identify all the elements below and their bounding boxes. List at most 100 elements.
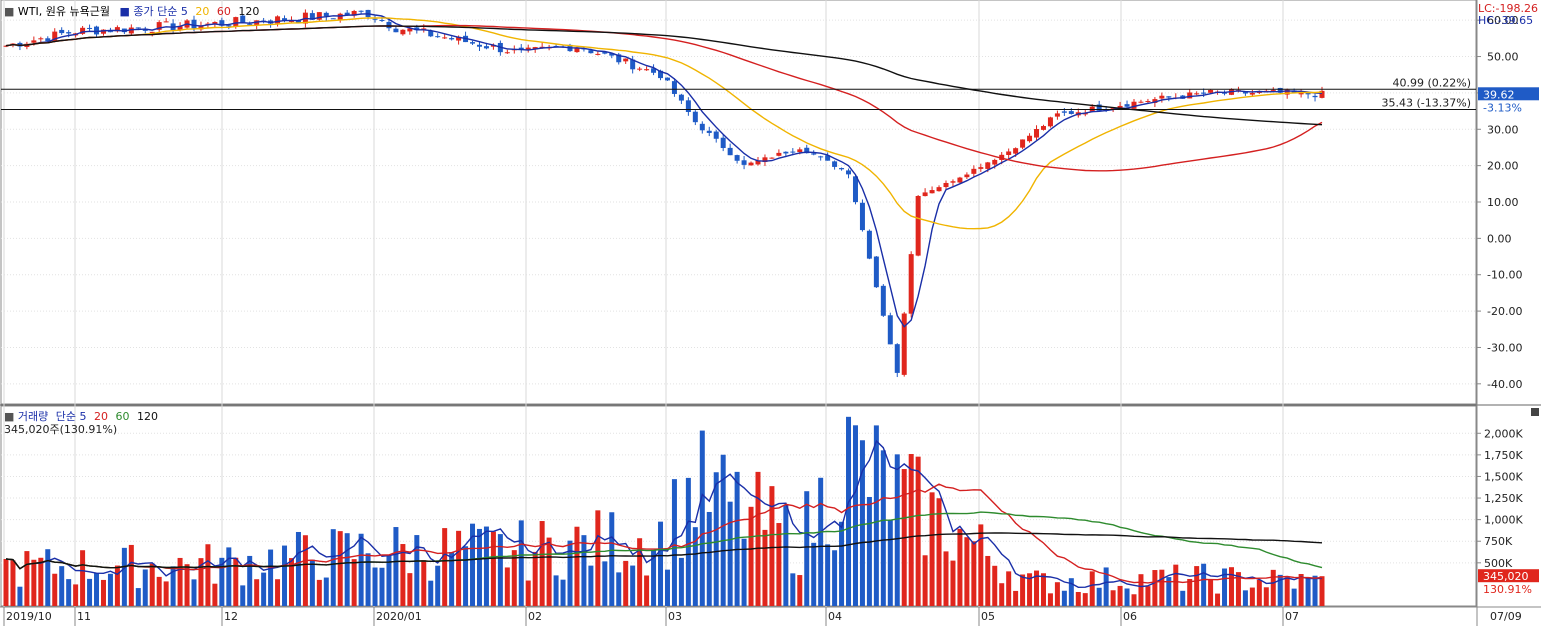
candle-body xyxy=(372,18,378,20)
volume-bar xyxy=(114,565,120,606)
candle-body xyxy=(588,50,594,54)
volume-bar xyxy=(664,569,670,606)
hc-label: HC:-39.65 xyxy=(1478,14,1534,27)
candle-body xyxy=(66,32,72,34)
candle-body xyxy=(128,27,134,34)
volume-bar xyxy=(811,542,817,606)
volume-bar xyxy=(957,528,963,606)
volume-bar xyxy=(1117,585,1123,606)
volume-bar xyxy=(191,579,197,606)
candle-body xyxy=(1040,126,1046,130)
candle-body xyxy=(358,10,364,12)
volume-bar xyxy=(1159,569,1165,606)
volume-bar xyxy=(1152,570,1158,606)
volume-bar xyxy=(776,523,782,606)
x-tick-label: 07 xyxy=(1285,610,1299,623)
candle-body xyxy=(734,155,740,161)
volume-bar xyxy=(170,566,176,606)
candle-body xyxy=(226,25,232,27)
volume-bar xyxy=(449,552,455,606)
candle-body xyxy=(135,27,141,29)
volume-tick-label: 500K xyxy=(1484,557,1513,570)
price-legend: ■ WTI, 원유 뉴욕근월 ■ 종가 단순 5 20 60 120 xyxy=(4,3,259,19)
candle-body xyxy=(818,156,824,158)
candle-body xyxy=(929,190,935,194)
pane-collapse-icon[interactable] xyxy=(1531,408,1539,416)
candle-body xyxy=(282,18,288,21)
volume-bar xyxy=(87,578,93,606)
candle-body xyxy=(1054,113,1060,117)
volume-bar xyxy=(741,538,747,606)
volume-bar xyxy=(908,454,914,606)
candle-body xyxy=(107,31,113,33)
candle-body xyxy=(964,174,970,178)
candle-body xyxy=(678,94,684,101)
candle-body xyxy=(1131,101,1137,109)
volume-bar xyxy=(1075,591,1081,606)
volume-bar xyxy=(73,584,79,606)
candle-body xyxy=(832,161,838,167)
volume-bar xyxy=(971,541,977,606)
candle-body xyxy=(198,25,204,30)
volume-bar xyxy=(1249,587,1255,606)
volume-bar xyxy=(616,572,622,606)
volume-bar xyxy=(149,563,155,606)
candle-body xyxy=(52,31,58,42)
volume-bar xyxy=(574,526,580,606)
volume-bar xyxy=(1284,577,1290,606)
volume-tick-label: 750K xyxy=(1484,535,1513,548)
current-price-change: -3.13% xyxy=(1483,101,1522,114)
volume-bar xyxy=(623,560,629,606)
volume-bar xyxy=(1047,593,1053,606)
candle-body xyxy=(859,202,865,231)
candle-body xyxy=(727,147,733,156)
candle-body xyxy=(992,159,998,165)
volume-bar xyxy=(894,454,900,606)
candle-body xyxy=(483,46,489,49)
candle-body xyxy=(651,68,657,73)
volume-bar xyxy=(713,472,719,606)
volume-bar xyxy=(846,416,852,606)
candle-body xyxy=(1061,111,1067,113)
volume-bar xyxy=(1228,567,1234,606)
volume-bar xyxy=(518,520,524,606)
volume-bar xyxy=(1263,587,1269,606)
volume-ma120-line xyxy=(5,532,1323,570)
volume-bar xyxy=(142,569,148,606)
volume-bar xyxy=(651,549,657,606)
volume-bar xyxy=(1242,590,1248,606)
price-tick-label: 20.00 xyxy=(1487,160,1519,173)
volume-bar xyxy=(282,545,288,606)
volume-bar xyxy=(407,573,413,606)
volume-bar xyxy=(511,550,517,606)
volume-bar xyxy=(1215,593,1221,606)
volume-bar xyxy=(428,580,434,606)
volume-bar xyxy=(177,557,183,606)
candle-body xyxy=(971,168,977,174)
volume-bar xyxy=(630,565,636,606)
candle-body xyxy=(219,20,225,26)
volume-bar xyxy=(797,575,803,606)
candle-body xyxy=(344,12,350,16)
volume-bar xyxy=(393,527,399,606)
candle-body xyxy=(121,28,127,33)
price-tick-label: 30.00 xyxy=(1487,123,1519,136)
volume-bar xyxy=(1089,571,1095,606)
volume-bar xyxy=(859,440,865,606)
volume-bar xyxy=(1187,578,1193,606)
volume-ma-period-60: 60 xyxy=(115,410,130,423)
volume-bar xyxy=(748,506,754,606)
volume-bar xyxy=(560,579,566,606)
volume-bar xyxy=(295,531,301,606)
candle-body xyxy=(1145,101,1151,103)
candle-body xyxy=(839,168,845,170)
candle-body xyxy=(699,123,705,131)
candle-body xyxy=(1124,104,1130,107)
candle-body xyxy=(811,153,817,155)
candle-body xyxy=(442,37,448,39)
current-volume-change: 130.91% xyxy=(1483,583,1532,596)
candle-body xyxy=(671,81,677,94)
x-tick-label: 11 xyxy=(77,610,91,623)
candle-body xyxy=(1187,92,1193,99)
